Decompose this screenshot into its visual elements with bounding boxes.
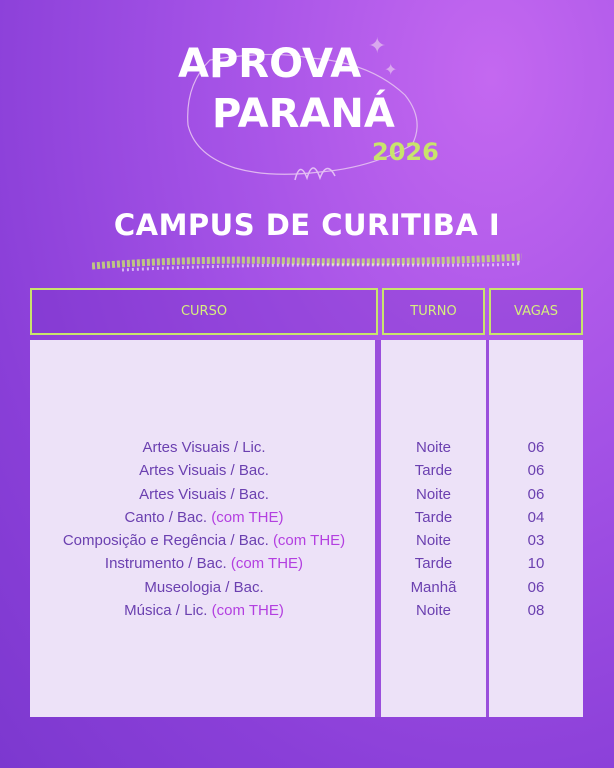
- turno-text: Noite: [415, 532, 452, 550]
- star-icon: ✦: [368, 34, 387, 59]
- turno-text: Noite: [415, 602, 452, 620]
- star-icon: ✦: [384, 60, 398, 79]
- curso-text: Artes Visuais / Bac.: [139, 485, 269, 503]
- table-row-turno: Noite: [381, 599, 486, 622]
- table-row-vagas: 08: [489, 599, 583, 622]
- table-row-vagas: 03: [489, 529, 583, 552]
- table-row-vagas: 04: [489, 506, 583, 529]
- table-row-curso: Artes Visuais / Bac.: [30, 483, 378, 506]
- column-vagas: [489, 340, 583, 717]
- column-curso: [30, 340, 378, 717]
- turno-text: Tarde: [414, 508, 453, 526]
- vagas-list: 06 06 06 04 03 10 06 08: [489, 436, 583, 622]
- turno-text: Tarde: [414, 555, 453, 573]
- parana-map-outline: [187, 53, 418, 175]
- table-row-curso: Instrumento / Bac. (com THE): [30, 552, 378, 575]
- underline-scribble: [92, 253, 522, 272]
- vagas-text: 06: [527, 462, 545, 480]
- table-row-vagas: 06: [489, 576, 583, 599]
- vagas-text: 06: [527, 578, 545, 596]
- turno-list: Noite Tarde Noite Tarde Noite Tarde Manhã Noite: [381, 436, 486, 622]
- table-row-curso: Composição e Regência / Bac. (com THE): [30, 529, 378, 552]
- doodle-icon: [294, 167, 336, 181]
- the-note: (com THE): [230, 555, 304, 573]
- table-row-turno: Noite: [381, 483, 486, 506]
- the-note: (com THE): [211, 508, 284, 526]
- vagas-text: 04: [527, 508, 545, 526]
- curso-text: Composição e Regência / Bac.: [62, 532, 269, 550]
- vagas-text: 06: [527, 485, 545, 503]
- curso-text: Música / Lic.: [124, 602, 208, 620]
- vagas-text: 06: [527, 439, 545, 456]
- table-row-vagas: 10: [489, 552, 583, 575]
- header-turno: TURNO: [382, 288, 485, 335]
- curso-list: Artes Visuais / Lic. Artes Visuais / Bac.…: [30, 436, 378, 622]
- table-row-vagas: 06: [489, 459, 583, 482]
- table-row-turno: Tarde: [381, 552, 486, 575]
- turno-text: Tarde: [414, 462, 453, 480]
- turno-text: Manhã: [410, 578, 457, 596]
- table-row-vagas: 06: [489, 483, 583, 506]
- curso-text: Artes Visuais / Bac.: [139, 462, 269, 480]
- logo-line1: APROVA: [178, 41, 362, 87]
- header-vagas: VAGAS: [489, 288, 583, 335]
- vagas-text: 10: [527, 555, 545, 573]
- table-row-turno: Noite: [381, 436, 486, 459]
- turno-text: Noite: [415, 485, 452, 503]
- the-note: (com THE): [211, 602, 284, 620]
- header-curso: CURSO: [30, 288, 378, 335]
- logo-year: 2026: [372, 138, 439, 166]
- table-row-curso: Artes Visuais / Bac.: [30, 459, 378, 482]
- table-row-turno: Tarde: [381, 459, 486, 482]
- curso-text: Museologia / Bac.: [144, 578, 264, 596]
- vagas-text: 08: [527, 602, 545, 620]
- curso-text: Canto / Bac.: [124, 508, 208, 526]
- table-row-turno: Tarde: [381, 506, 486, 529]
- column-turno: [378, 340, 489, 717]
- table-row-turno: Manhã: [381, 576, 486, 599]
- table-row-turno: Noite: [381, 529, 486, 552]
- table-row-curso: Artes Visuais / Lic.: [30, 436, 378, 459]
- table-row-vagas: 06: [489, 436, 583, 459]
- turno-text: Noite: [415, 439, 452, 456]
- table-row-curso: Museologia / Bac.: [30, 576, 378, 599]
- the-note: (com THE): [272, 532, 346, 550]
- curso-text: Instrumento / Bac.: [104, 555, 227, 573]
- page-title: CAMPUS DE CURITIBA I: [113, 208, 501, 242]
- vagas-text: 03: [527, 532, 545, 550]
- curso-text: Artes Visuais / Lic.: [142, 439, 266, 456]
- table-row-curso: Música / Lic. (com THE): [30, 599, 378, 622]
- logo-line2: PARANÁ: [212, 91, 395, 137]
- table-row-curso: Canto / Bac. (com THE): [30, 506, 378, 529]
